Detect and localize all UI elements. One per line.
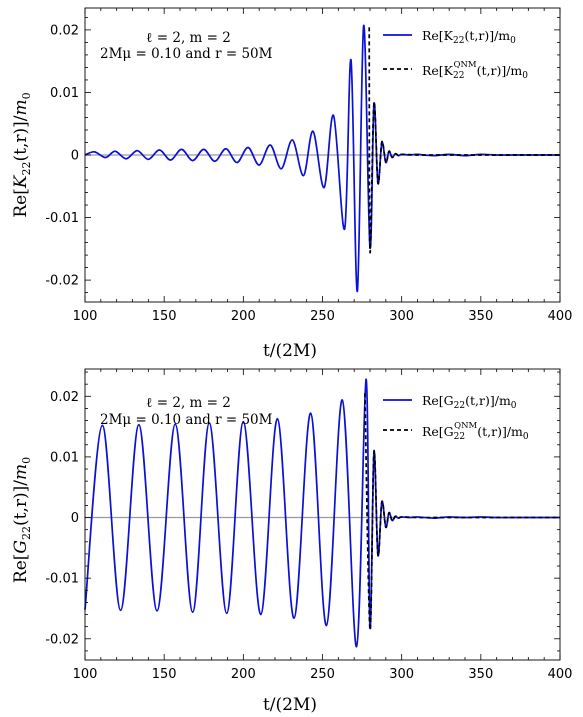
x-tick-label: 150 bbox=[152, 667, 177, 682]
x-tick-label: 300 bbox=[389, 667, 414, 682]
series-qnm-line bbox=[368, 27, 560, 254]
x-tick-label: 250 bbox=[310, 667, 335, 682]
y-axis-title: Re[G22(t,r)]/m0 bbox=[11, 457, 33, 583]
annotation-params: 2Mμ = 0.10 and r = 50M bbox=[100, 412, 273, 428]
y-tick-label: 0.02 bbox=[50, 390, 79, 405]
ticks: 100 150 200 250 300 350 400 0.02 0.01 0 -0.01 -0.02 bbox=[45, 369, 572, 682]
legend-label-1: Re[K22QNM(t,r)]/m0 bbox=[422, 60, 528, 81]
x-tick-label: 400 bbox=[548, 309, 573, 324]
legend: Re[K22(t,r)]/m0 Re[K22QNM(t,r)]/m0 bbox=[383, 28, 528, 81]
annotation-lm: ℓ = 2, m = 2 bbox=[146, 395, 231, 411]
legend-label-1: Re[G22QNM(t,r)]/m0 bbox=[422, 421, 529, 442]
x-axis-title: t/(2M) bbox=[263, 695, 317, 715]
x-tick-label: 150 bbox=[152, 309, 177, 324]
x-tick-label: 350 bbox=[468, 309, 493, 324]
y-tick-label: -0.01 bbox=[45, 211, 79, 226]
x-tick-label: 300 bbox=[389, 309, 414, 324]
x-tick-label: 100 bbox=[73, 667, 98, 682]
legend: Re[G22(t,r)]/m0 Re[G22QNM(t,r)]/m0 bbox=[383, 393, 529, 442]
panel-g22: 100 150 200 250 300 350 400 0.02 0.01 0 -0.01 -0.02… bbox=[11, 368, 572, 715]
y-tick-label: -0.02 bbox=[45, 632, 79, 647]
annotation-params: 2Mμ = 0.10 and r = 50M bbox=[100, 46, 273, 62]
y-tick-label: 0 bbox=[71, 149, 79, 164]
y-tick-label: -0.01 bbox=[45, 572, 79, 587]
legend-label-0: Re[K22(t,r)]/m0 bbox=[422, 28, 516, 46]
y-tick-label: 0.01 bbox=[50, 450, 79, 465]
y-tick-label: 0.02 bbox=[50, 23, 79, 38]
legend-label-0: Re[G22(t,r)]/m0 bbox=[422, 393, 517, 411]
y-tick-label: 0.01 bbox=[50, 86, 79, 101]
x-tick-label: 200 bbox=[231, 309, 256, 324]
panel-k22: 100 150 200 250 300 350 400 0.02 0.01 0 -0.01 -0.02… bbox=[11, 7, 572, 361]
x-tick-label: 400 bbox=[548, 667, 573, 682]
y-tick-label: 0 bbox=[71, 511, 79, 526]
series-group bbox=[84, 378, 560, 648]
x-tick-label: 100 bbox=[73, 309, 98, 324]
x-tick-label: 200 bbox=[231, 667, 256, 682]
x-tick-label: 250 bbox=[310, 309, 335, 324]
x-tick-label: 350 bbox=[468, 667, 493, 682]
y-tick-label: -0.02 bbox=[45, 274, 79, 289]
x-axis-title: t/(2M) bbox=[263, 341, 317, 361]
ticks: 100 150 200 250 300 350 400 0.02 0.01 0 -0.01 -0.02 bbox=[45, 8, 572, 324]
series-group bbox=[84, 24, 560, 293]
y-axis-title: Re[K22(t,r)]/m0 bbox=[11, 92, 33, 217]
annotation-lm: ℓ = 2, m = 2 bbox=[146, 30, 231, 46]
